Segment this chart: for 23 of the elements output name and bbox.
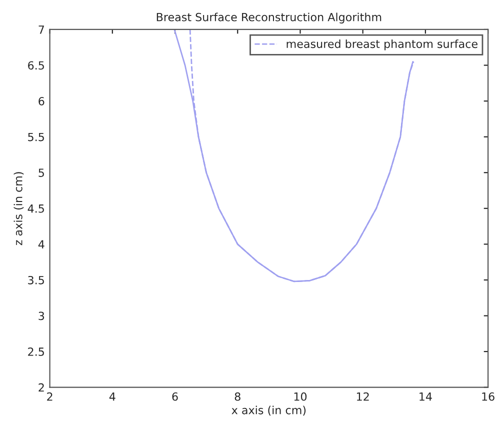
y-tick-label: 7: [38, 26, 44, 34]
x-tick-label: 4: [109, 392, 116, 401]
chart-title: Breast Surface Reconstruction Algorithm: [156, 12, 382, 24]
y-tick-label: 5.5: [28, 132, 44, 142]
x-tick-label: 16: [482, 392, 494, 401]
x-tick-label: 8: [234, 392, 240, 401]
x-axis-title: x axis (in cm): [232, 406, 306, 416]
x-tick-label: 6: [172, 392, 178, 401]
y-tick-label: 2: [38, 383, 44, 392]
x-tick-label: 2: [47, 392, 52, 401]
y-tick-label: 6: [38, 97, 44, 106]
y-tick-label: 3.5: [28, 276, 44, 284]
y-tick-label: 2.5: [28, 348, 44, 356]
y-tick-label: 3: [38, 312, 44, 320]
x-tick-label: 14: [420, 392, 432, 401]
x-tick-label: 12: [356, 392, 369, 401]
y-tick-label: 4.5: [28, 204, 44, 213]
x-tick-label: 10: [294, 392, 307, 401]
y-axis-title: z axis (in cm): [14, 172, 24, 246]
y-tick-label: 6.5: [28, 61, 44, 70]
legend-label: measured breast phantom surface: [286, 39, 478, 50]
y-tick-label: 5: [38, 168, 44, 177]
y-tick-label: 4: [38, 240, 44, 248]
